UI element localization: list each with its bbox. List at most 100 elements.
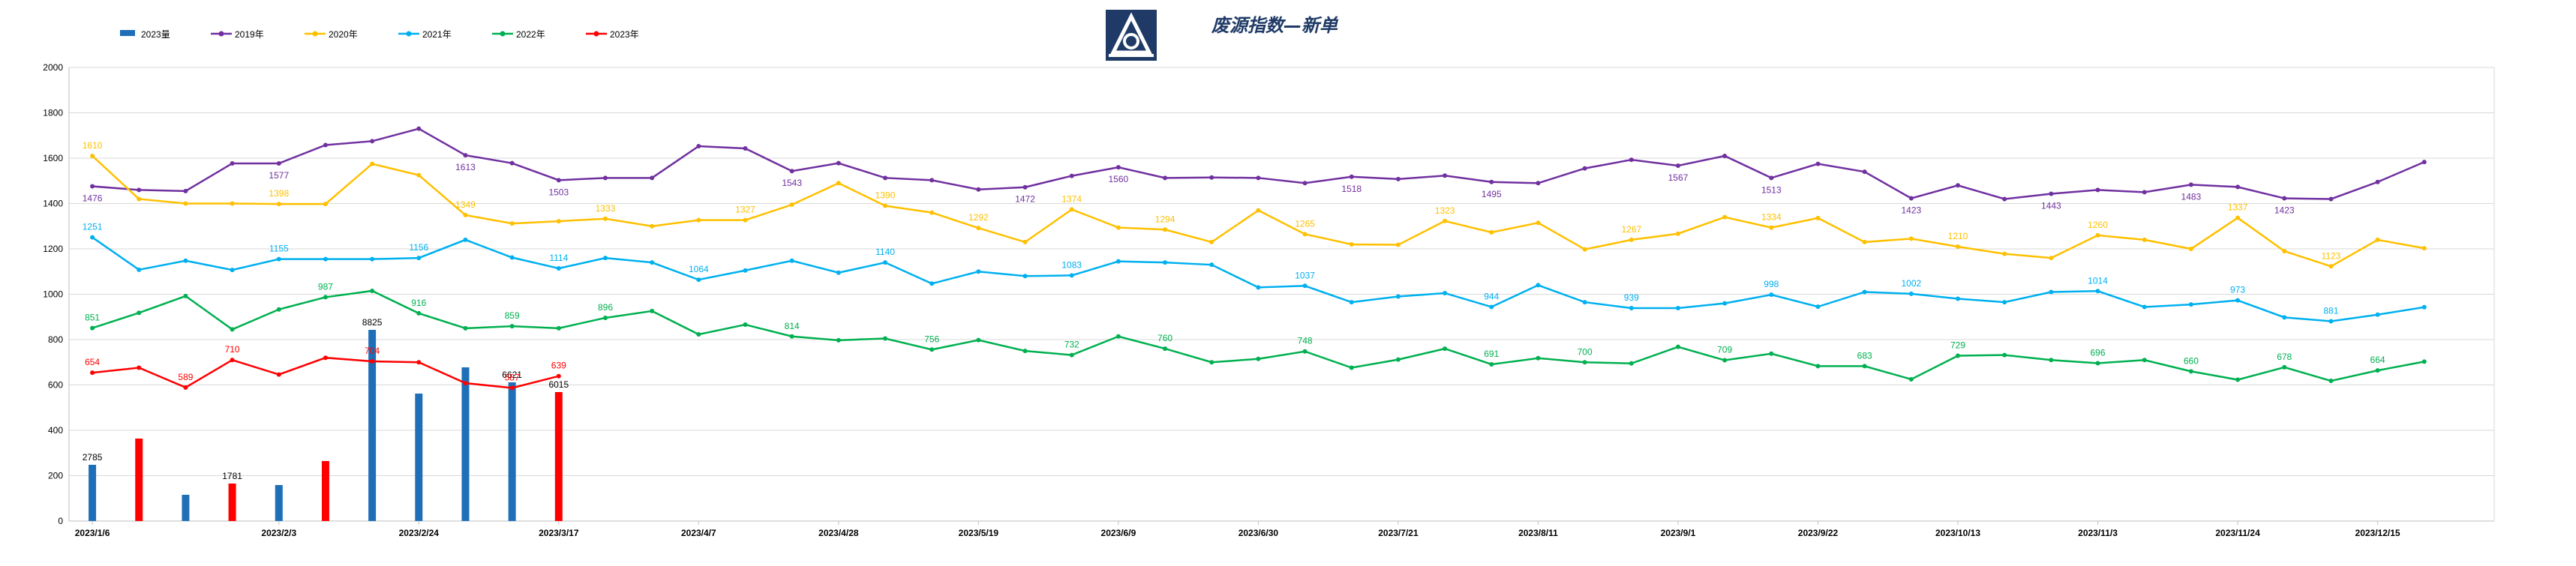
series-point: [1256, 175, 1261, 181]
series-point: [1256, 356, 1261, 361]
data-label: 1567: [1668, 172, 1689, 183]
series-point: [230, 327, 235, 332]
series-point: [463, 212, 468, 217]
series-point: [1815, 215, 1821, 220]
series-point: [2002, 352, 2007, 358]
series-point: [463, 381, 468, 386]
series-point: [2142, 304, 2147, 310]
series-point: [1908, 376, 1914, 382]
data-label: 1560: [1109, 174, 1129, 184]
series-point: [929, 347, 935, 352]
series-point: [789, 169, 794, 174]
series-point: [90, 325, 95, 331]
series-point: [1769, 225, 1774, 230]
x-tick-label: 2023/11/3: [2078, 528, 2118, 538]
series-point: [2235, 215, 2241, 220]
bar-label: 6015: [548, 379, 569, 390]
series-point: [743, 322, 748, 328]
series-point: [1815, 364, 1821, 369]
data-label: 1349: [455, 199, 476, 210]
series-point: [509, 160, 515, 166]
series-point: [743, 217, 748, 223]
series-point: [1675, 344, 1680, 349]
series-point: [137, 365, 142, 370]
series-point: [1115, 225, 1121, 230]
bar: [135, 439, 143, 521]
data-label: 1294: [1155, 214, 1175, 224]
series-point: [836, 337, 841, 343]
legend-label: 2019年: [235, 29, 264, 40]
y-tick-label: 600: [48, 380, 63, 391]
data-label: 1337: [2228, 202, 2248, 213]
series-point: [137, 310, 142, 316]
series-point: [2049, 289, 2054, 295]
legend-marker: [406, 31, 412, 37]
data-label: 1518: [1341, 184, 1362, 194]
series-point: [2235, 298, 2241, 303]
series-point: [2095, 361, 2100, 366]
data-label: 1334: [1761, 212, 1782, 223]
series-point: [1722, 358, 1728, 363]
data-label: 639: [551, 361, 566, 371]
series-point: [463, 153, 468, 158]
y-tick-label: 1600: [43, 153, 63, 163]
legend-label: 2023量: [141, 29, 170, 40]
legend-label: 2020年: [329, 29, 358, 40]
bar-label: 8825: [362, 317, 383, 328]
series-point: [2328, 196, 2334, 202]
y-tick-label: 1400: [43, 199, 63, 209]
series-point: [883, 175, 888, 181]
series-point: [976, 337, 981, 343]
data-label: 1333: [596, 203, 616, 214]
series-point: [1629, 305, 1634, 310]
data-label: 683: [1857, 350, 1872, 361]
series-point: [1163, 260, 1168, 265]
series-point: [1443, 346, 1448, 352]
data-label: 1443: [2041, 200, 2061, 211]
data-label: 1483: [2181, 191, 2202, 202]
series-point: [1256, 285, 1261, 290]
data-label: 756: [924, 334, 939, 344]
series-point: [2095, 187, 2100, 193]
series-point: [1582, 300, 1587, 305]
series-point: [1815, 161, 1821, 166]
series-point: [1908, 236, 1914, 241]
series-point: [1069, 352, 1074, 358]
series-point: [1209, 262, 1214, 268]
series-point: [1862, 169, 1867, 175]
series-point: [743, 145, 748, 151]
x-tick-label: 2023/6/9: [1101, 528, 1136, 538]
series-point: [1722, 214, 1728, 220]
series-point: [323, 256, 328, 262]
series-point: [183, 188, 188, 193]
data-label: 916: [411, 298, 426, 308]
data-label: 1140: [875, 247, 895, 257]
data-label: 664: [2370, 355, 2385, 365]
chart-title: 废源指数—新单: [1211, 15, 1339, 36]
series-point: [602, 256, 608, 261]
data-label: 859: [505, 310, 520, 321]
bar-label: 6621: [502, 370, 522, 380]
series-point: [650, 223, 655, 229]
data-label: 1472: [1015, 194, 1035, 205]
data-label: 1423: [1901, 205, 1921, 216]
x-tick-label: 2023/9/1: [1661, 528, 1696, 538]
data-label: 1613: [455, 162, 476, 172]
data-label: 1323: [1435, 205, 1455, 216]
series-point: [370, 139, 375, 144]
x-tick-label: 2023/1/6: [75, 528, 110, 538]
x-tick-label: 2023/7/21: [1378, 528, 1419, 538]
series-point: [556, 373, 561, 379]
x-tick-label: 2023/6/30: [1238, 528, 1279, 538]
series-point: [2375, 368, 2380, 373]
legend-layer: 2023量 2019年 2020年 2021年 2022年 2023年: [120, 29, 639, 40]
series-point: [1489, 179, 1494, 184]
series-point: [883, 260, 888, 265]
series-point: [1443, 290, 1448, 295]
series-point: [323, 202, 328, 207]
series-point: [370, 288, 375, 293]
bar-label: 2785: [83, 452, 103, 463]
y-tick-label: 400: [48, 425, 63, 436]
data-label: 748: [1298, 336, 1313, 346]
data-label: 1543: [782, 178, 802, 188]
